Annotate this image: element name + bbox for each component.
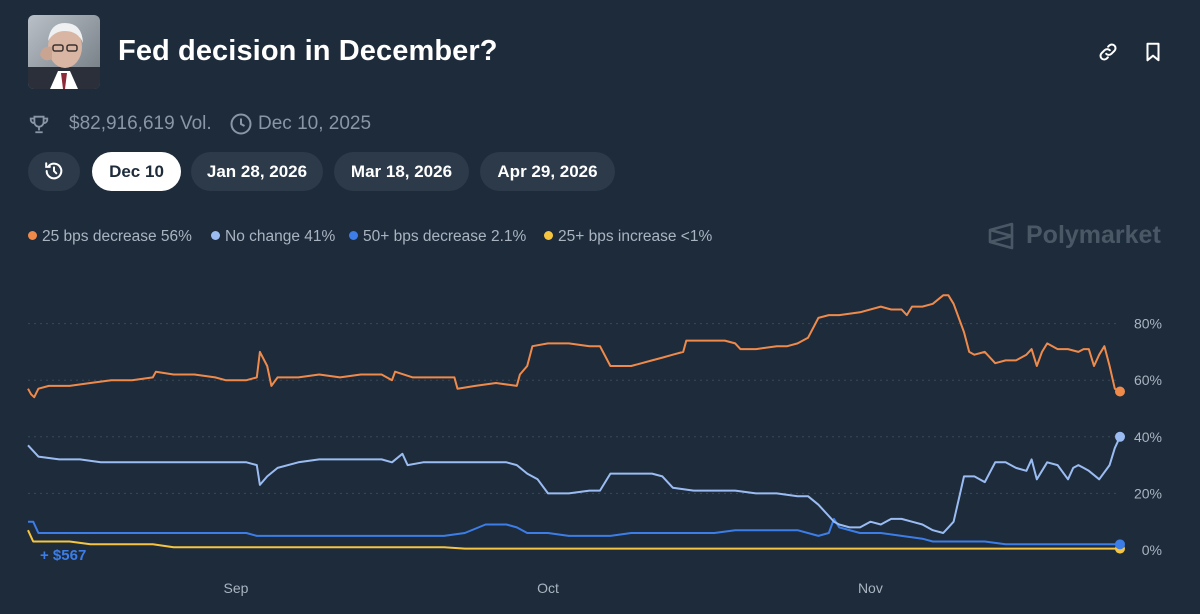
- page-title: Fed decision in December?: [118, 35, 498, 67]
- volume-text: $82,916,619 Vol.: [69, 113, 212, 134]
- end-date-text: Dec 10, 2025: [258, 113, 372, 134]
- legend-item[interactable]: 50+ bps decrease 2.1%: [349, 228, 526, 246]
- legend-label: 25 bps decrease 56%: [42, 228, 192, 245]
- series-end-point: [1115, 539, 1125, 550]
- y-tick-label: 40%: [1134, 429, 1162, 445]
- tab-jan-28-2026[interactable]: Jan 28, 2026: [191, 152, 323, 191]
- y-tick-label: 80%: [1134, 316, 1162, 332]
- y-tick-label: 20%: [1134, 485, 1162, 501]
- link-icon[interactable]: [1097, 41, 1119, 63]
- bookmark-icon[interactable]: [1142, 41, 1164, 63]
- x-tick-label: Sep: [224, 580, 249, 596]
- market-header: Fed decision in December?: [28, 15, 1172, 89]
- series-end-point: [1115, 386, 1125, 397]
- x-tick-label: Oct: [537, 580, 559, 596]
- tab-dec-10[interactable]: Dec 10: [92, 152, 181, 191]
- clock-icon: [230, 113, 252, 135]
- tab-mar-18-2026[interactable]: Mar 18, 2026: [334, 152, 469, 191]
- series-line: [28, 517, 1120, 546]
- y-tick-label: 60%: [1134, 372, 1162, 388]
- portrait-icon: [28, 15, 100, 89]
- x-tick-label: Nov: [858, 580, 883, 596]
- legend-item[interactable]: No change 41%: [211, 228, 335, 246]
- legend-item[interactable]: 25 bps decrease 56%: [28, 228, 192, 246]
- legend-dot: [349, 231, 358, 240]
- legend-label: No change 41%: [225, 228, 336, 245]
- legend-dot: [28, 231, 37, 240]
- legend-item[interactable]: 25+ bps increase <1%: [544, 228, 712, 246]
- tab-apr-29-2026[interactable]: Apr 29, 2026: [480, 152, 615, 191]
- trophy-icon: [29, 115, 49, 134]
- brand-name: Polymarket: [1026, 221, 1161, 249]
- legend-dot: [211, 231, 220, 240]
- series-line: [27, 436, 1121, 534]
- legend-label: 50+ bps decrease 2.1%: [363, 228, 527, 245]
- volume-annotation: + $567: [40, 547, 86, 564]
- series-end-point: [1115, 431, 1125, 442]
- legend-label: 25+ bps increase <1%: [558, 228, 713, 245]
- polymarket-icon: [988, 222, 1014, 250]
- history-button[interactable]: [28, 152, 80, 191]
- y-tick-label: 0%: [1142, 542, 1162, 558]
- legend-dot: [544, 231, 553, 240]
- history-icon: [45, 162, 63, 180]
- series-line: [27, 294, 1121, 399]
- series-line: [27, 529, 1120, 550]
- price-chart: 0% 20% 40% 60% 80% Sep Oct Nov + $567: [27, 294, 1162, 596]
